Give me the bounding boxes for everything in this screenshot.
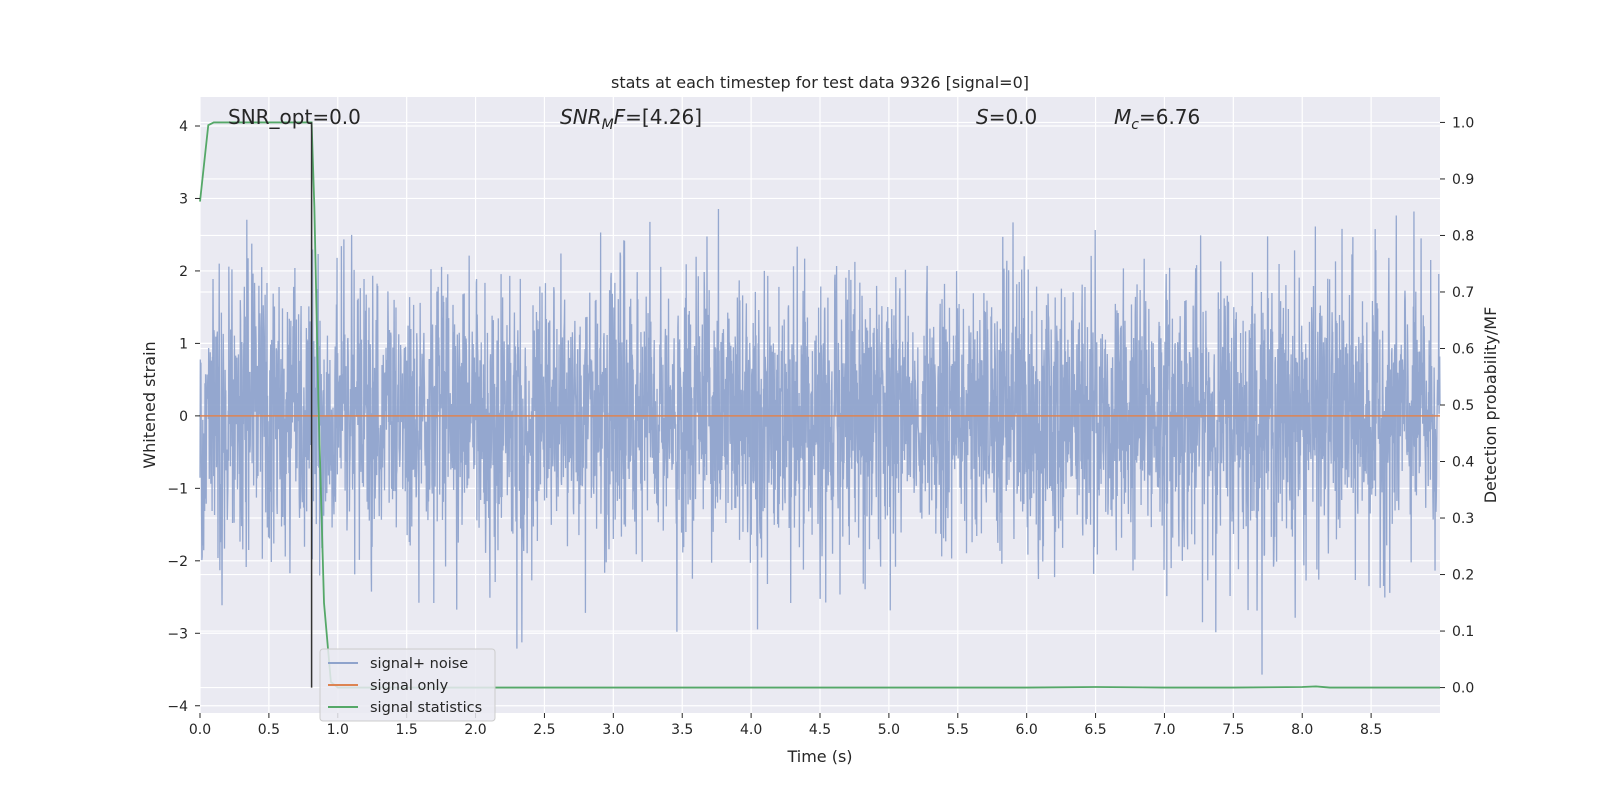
legend-label-signal-only: signal only (370, 678, 449, 694)
y2-tick-label: 0.6 (1452, 341, 1474, 357)
series-signal-plus-noise-line (199, 208, 1441, 675)
x-tick-label: 2.0 (464, 722, 486, 738)
y-tick-label: 4 (179, 119, 188, 135)
x-axis-ticks: 0.0 0.5 1.0 1.5 2.0 2.5 3.0 3.5 4.0 4.5 5.0 5.5 6.0 6… (189, 713, 1382, 738)
y2-tick-label: 0.0 (1452, 681, 1474, 697)
annotation-snr-mf: SNRMF=[4.26] (560, 105, 702, 133)
y2-tick-label: 0.3 (1452, 511, 1474, 527)
chart-title: stats at each timestep for test data 932… (611, 73, 1029, 92)
x-tick-label: 6.5 (1084, 722, 1106, 738)
x-axis-label: Time (s) (786, 747, 852, 766)
annotation-mc-symbol: M (1114, 105, 1131, 129)
annotation-s-value: =0.0 (989, 105, 1038, 129)
y-tick-label: −1 (167, 481, 188, 497)
y2-tick-label: 0.4 (1452, 455, 1474, 471)
series-signal-plus-noise (199, 208, 1441, 675)
x-tick-label: 5.5 (947, 722, 969, 738)
y2-tick-label: 0.5 (1452, 398, 1474, 414)
annotation-snr-mf-italic: F (614, 105, 626, 129)
legend-label-signal-plus-noise: signal+ noise (370, 656, 468, 672)
annotation-s-symbol: S (976, 105, 989, 129)
x-tick-label: 3.5 (671, 722, 693, 738)
x-tick-label: 3.0 (602, 722, 624, 738)
x-tick-label: 8.0 (1291, 722, 1313, 738)
y-tick-label: −2 (167, 554, 188, 570)
annotation-snr-opt: SNR_opt=0.0 (228, 105, 361, 129)
x-tick-label: 1.5 (396, 722, 418, 738)
annotation-snr-mf-main: SNR (560, 105, 602, 129)
y2-tick-label: 0.2 (1452, 568, 1474, 584)
y2-tick-label: 0.7 (1452, 285, 1474, 301)
y2-axis-label: Detection probability/MF (1481, 307, 1500, 504)
annotation-snr-mf-value: =[4.26] (625, 105, 702, 129)
annotation-s: S=0.0 (976, 105, 1037, 129)
annotation-mc: Mc=6.76 (1114, 105, 1200, 133)
y2-tick-label: 1.0 (1452, 115, 1474, 131)
x-tick-label: 0.5 (258, 722, 280, 738)
x-tick-label: 5.0 (878, 722, 900, 738)
annotation-mc-sub: c (1131, 117, 1139, 133)
y-axis-ticks: 4 3 2 1 0 −1 −2 −3 −4 (167, 119, 200, 715)
x-tick-label: 8.5 (1360, 722, 1382, 738)
y-tick-label: −3 (167, 626, 188, 642)
y2-axis-ticks: 1.0 0.9 0.8 0.7 0.6 0.5 0.4 0.3 0.2 0.1 0.0 (1440, 115, 1474, 697)
annotation-mc-value: =6.76 (1139, 105, 1200, 129)
x-tick-label: 7.5 (1222, 722, 1244, 738)
x-tick-label: 2.5 (533, 722, 555, 738)
x-tick-label: 1.0 (327, 722, 349, 738)
y2-tick-label: 0.8 (1452, 228, 1474, 244)
x-tick-label: 7.0 (1153, 722, 1175, 738)
y-axis-label: Whitened strain (140, 341, 159, 468)
x-tick-label: 0.0 (189, 722, 211, 738)
legend-label-signal-statistics: signal statistics (370, 700, 482, 716)
y-tick-label: 1 (179, 336, 188, 352)
legend: signal+ noise signal only signal statist… (319, 648, 496, 722)
y-tick-label: −4 (167, 699, 188, 715)
x-tick-label: 4.5 (809, 722, 831, 738)
x-tick-label: 4.0 (740, 722, 762, 738)
y-tick-label: 2 (179, 264, 188, 280)
legend-box (319, 648, 496, 722)
x-tick-label: 6.0 (1016, 722, 1038, 738)
y2-tick-label: 0.9 (1452, 172, 1474, 188)
y-tick-label: 0 (179, 409, 188, 425)
annotation-snr-mf-sub: M (602, 117, 614, 133)
y2-tick-label: 0.1 (1452, 624, 1474, 640)
y-tick-label: 3 (179, 191, 188, 207)
